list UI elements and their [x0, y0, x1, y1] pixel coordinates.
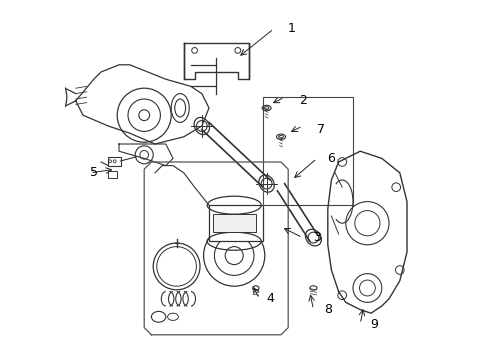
Text: 9: 9 [370, 318, 379, 330]
Bar [263, 97, 353, 205]
Bar [108, 171, 117, 178]
Polygon shape [328, 151, 407, 313]
Text: 1: 1 [288, 22, 296, 35]
Text: 7: 7 [317, 123, 324, 136]
Text: 8: 8 [324, 303, 332, 316]
Bar [213, 214, 256, 232]
Bar [108, 157, 121, 166]
Text: 4: 4 [266, 292, 274, 305]
Text: 2: 2 [299, 94, 307, 107]
Text: 5: 5 [90, 166, 98, 179]
Bar [209, 205, 263, 241]
Text: 6: 6 [327, 152, 335, 165]
Text: 3: 3 [313, 231, 321, 244]
